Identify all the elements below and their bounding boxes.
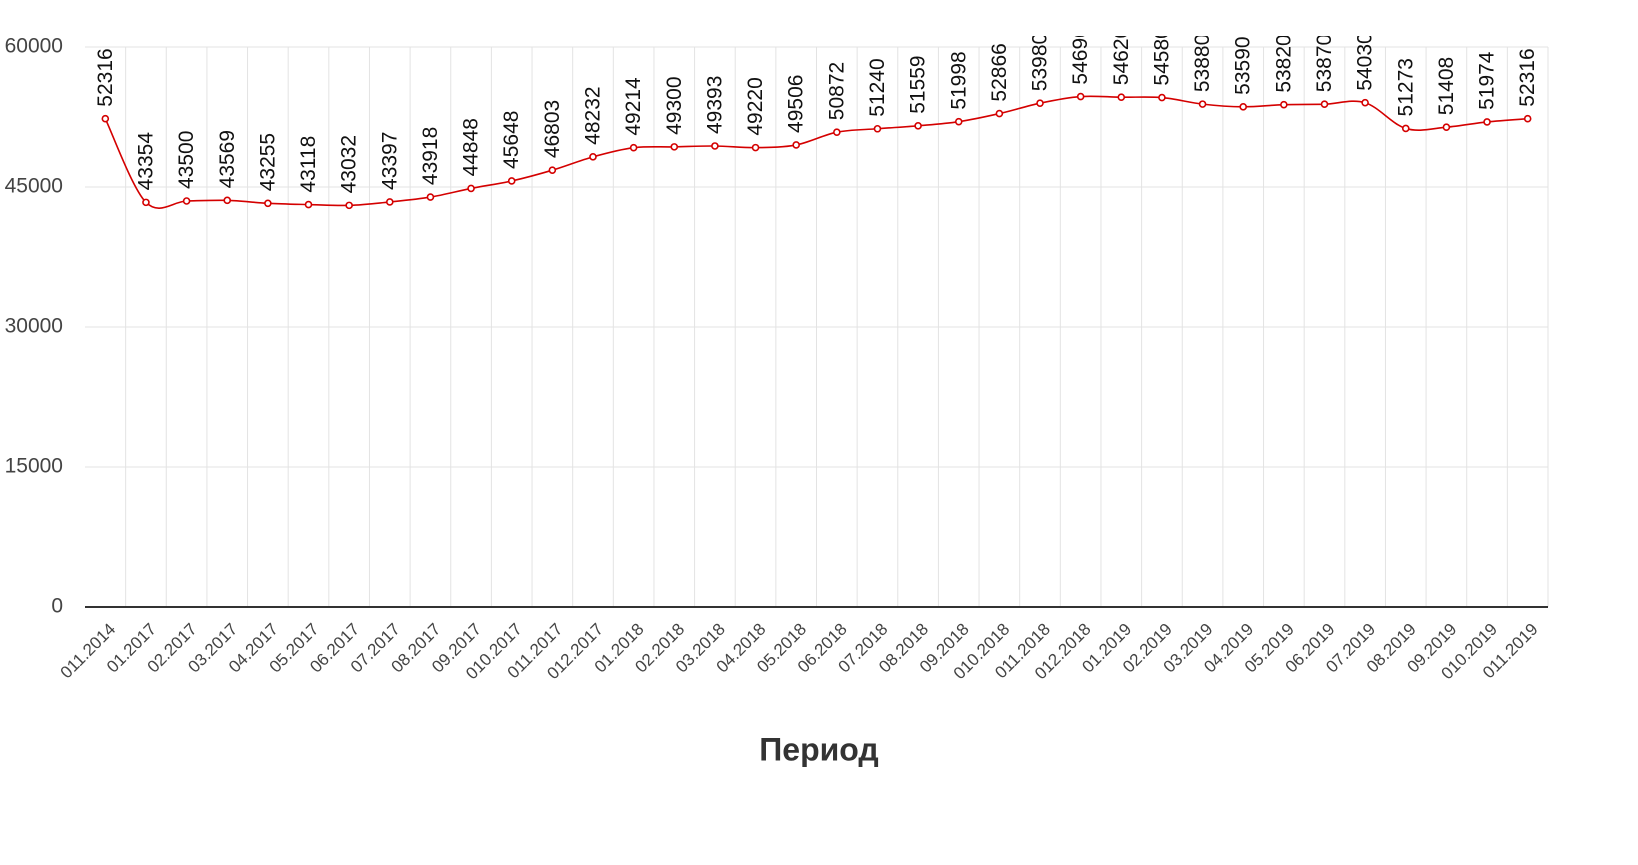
data-label: 53820: [1272, 34, 1295, 92]
data-label: 44848: [460, 118, 483, 176]
data-point: [1076, 92, 1085, 101]
data-point: [142, 198, 150, 207]
y-tick-label: 45000: [5, 175, 63, 198]
data-label: 51408: [1435, 57, 1458, 115]
data-point: [264, 199, 272, 208]
data-point: [1117, 93, 1126, 102]
data-point: [1036, 99, 1044, 107]
data-label: 43255: [256, 133, 279, 191]
data-point: [1523, 114, 1532, 123]
data-point: [1401, 124, 1410, 133]
data-label: 54690: [1069, 26, 1092, 84]
data-label: 49220: [744, 77, 767, 135]
data-label: 46803: [541, 100, 564, 158]
data-label: 48232: [582, 86, 605, 144]
data-point: [101, 114, 110, 123]
data-label: 43397: [378, 132, 401, 190]
data-label: 49506: [785, 75, 808, 133]
data-label: 45648: [500, 111, 523, 169]
data-point: [873, 124, 882, 133]
data-label: 51240: [866, 58, 889, 116]
data-point: [670, 143, 679, 151]
data-label: 54620: [1110, 27, 1133, 85]
data-point: [792, 141, 800, 149]
data-label: 43569: [216, 130, 239, 188]
data-label: 53980: [1029, 33, 1052, 91]
y-tick-label: 15000: [5, 455, 63, 478]
data-point: [1198, 100, 1207, 108]
data-point: [345, 201, 353, 210]
data-point: [385, 198, 394, 206]
data-label: 49393: [703, 76, 726, 134]
data-label: 53590: [1232, 36, 1255, 94]
data-point: [467, 184, 475, 193]
data-label: 51998: [947, 51, 970, 109]
y-tick-label: 0: [51, 595, 63, 618]
data-point: [833, 128, 841, 136]
data-point: [1442, 123, 1451, 131]
data-label: 51273: [1394, 58, 1417, 116]
data-label: 54580: [1150, 27, 1173, 85]
data-label: 51974: [1476, 51, 1499, 110]
y-tick-label: 60000: [5, 35, 63, 58]
data-point: [914, 121, 922, 130]
data-label: 43032: [338, 135, 361, 193]
x-axis-title: Период: [759, 731, 878, 767]
data-label: 49214: [622, 77, 645, 136]
data-point: [507, 177, 516, 185]
data-label: 49300: [663, 76, 686, 134]
data-point: [223, 196, 232, 205]
data-point: [1483, 118, 1491, 126]
data-label: 53870: [1313, 34, 1336, 92]
x-tick-label: 011.2014: [57, 620, 120, 683]
data-point: [711, 142, 719, 150]
data-point: [954, 117, 963, 126]
data-label: 43118: [297, 136, 320, 193]
y-tick-label: 30000: [5, 315, 63, 338]
data-point: [1361, 98, 1369, 107]
data-point: [751, 143, 760, 152]
data-label: 52316: [1516, 48, 1539, 106]
data-point: [1320, 100, 1329, 109]
data-point: [426, 193, 435, 201]
data-label: 51559: [907, 55, 930, 113]
data-point: [995, 109, 1004, 118]
data-label: 54030: [1354, 32, 1377, 90]
data-point: [182, 197, 191, 205]
data-label: 52866: [988, 43, 1011, 101]
data-point: [589, 153, 597, 161]
data-point: [304, 200, 313, 209]
data-point: [1158, 93, 1166, 102]
data-point: [548, 166, 557, 174]
data-label: 53880: [1191, 34, 1214, 92]
data-label: 43500: [175, 131, 198, 189]
data-point: [1239, 103, 1248, 111]
data-label: 43918: [419, 127, 442, 185]
data-label: 43354: [135, 132, 158, 191]
data-label: 50872: [825, 62, 848, 120]
data-point: [1280, 100, 1288, 109]
data-point: [629, 143, 638, 152]
data-label: 52316: [94, 48, 117, 106]
